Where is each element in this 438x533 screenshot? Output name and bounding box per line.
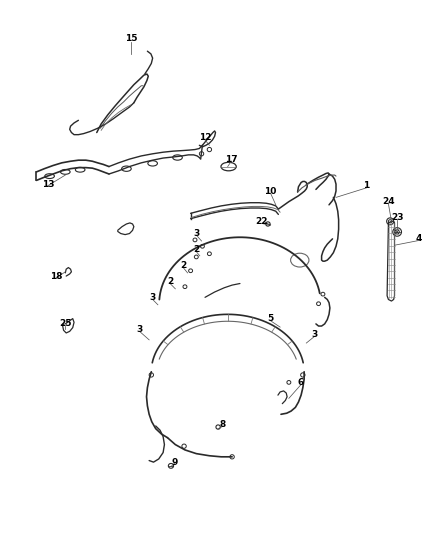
Text: 5: 5	[267, 314, 274, 323]
Text: 13: 13	[42, 180, 54, 189]
Text: 23: 23	[391, 213, 403, 222]
Text: 2: 2	[193, 245, 199, 254]
Text: 24: 24	[382, 197, 395, 206]
Text: 10: 10	[264, 187, 277, 196]
Text: 2: 2	[180, 261, 186, 270]
Text: 3: 3	[311, 330, 317, 339]
Text: 9: 9	[171, 458, 178, 466]
Text: 22: 22	[255, 217, 268, 226]
Text: 17: 17	[225, 155, 237, 164]
Text: 3: 3	[136, 325, 143, 334]
Text: 3: 3	[149, 293, 156, 302]
Text: 25: 25	[59, 319, 71, 328]
Text: 12: 12	[199, 133, 211, 142]
Text: 15: 15	[124, 35, 137, 44]
Text: 18: 18	[50, 272, 63, 280]
Text: 2: 2	[167, 277, 173, 286]
Text: 6: 6	[298, 378, 304, 387]
Text: 8: 8	[219, 421, 226, 430]
Text: 4: 4	[416, 235, 422, 244]
Text: 3: 3	[193, 229, 199, 238]
Text: 1: 1	[364, 181, 370, 190]
